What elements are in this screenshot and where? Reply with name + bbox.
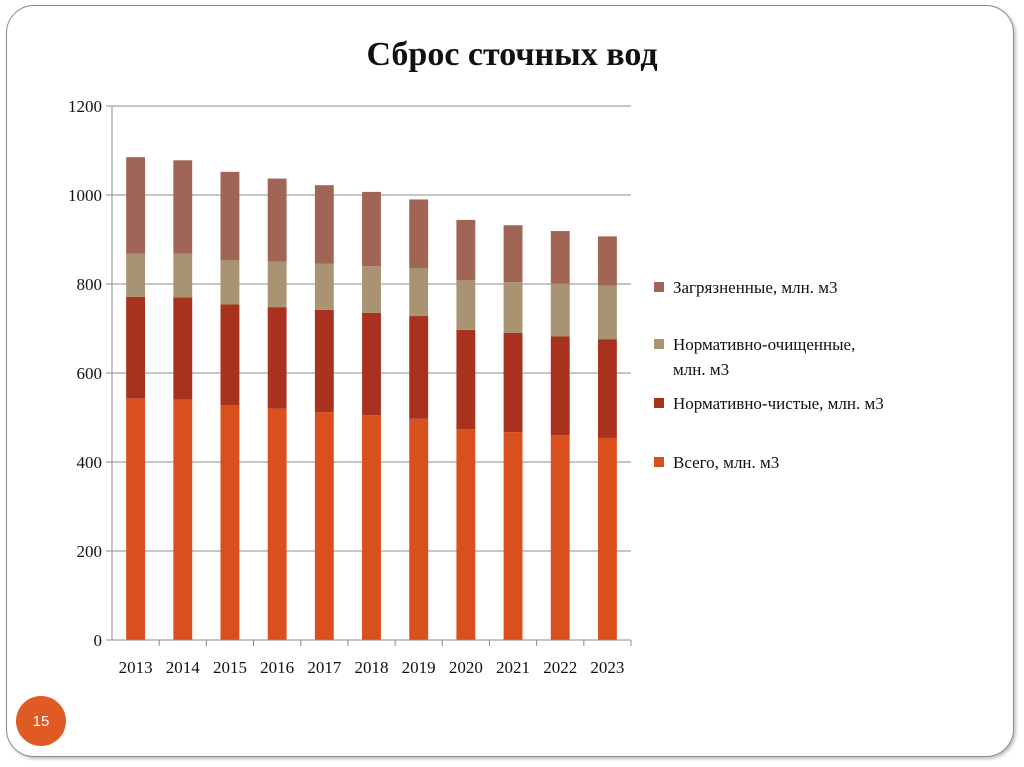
bar-segment-2020-series-2 xyxy=(456,279,476,330)
x-tick-label: 2016 xyxy=(260,658,294,677)
legend-swatch-series-0 xyxy=(654,457,664,467)
bar-segment-2021-series-0 xyxy=(503,432,523,640)
y-tick-label: 0 xyxy=(94,631,103,650)
bar-segment-2016-series-3 xyxy=(267,178,287,262)
x-tick-label: 2020 xyxy=(449,658,483,677)
bar-segment-2023-series-0 xyxy=(597,437,617,640)
legend-label-series-0: Всего, млн. м3 xyxy=(673,453,779,472)
bar-segment-2014-series-3 xyxy=(173,160,193,254)
bar-segment-2018-series-3 xyxy=(362,191,381,267)
bar-segment-2017-series-2 xyxy=(314,263,334,310)
x-tick-label: 2013 xyxy=(119,658,153,677)
legend-label-series-2: Нормативно-очищенные, млн. м3 xyxy=(673,335,855,379)
bar-segment-2019-series-1 xyxy=(409,316,429,419)
x-tick-label: 2014 xyxy=(166,658,201,677)
legend-label-series-1: Нормативно-чистые, млн. м3 xyxy=(673,394,884,413)
legend-swatch-series-1 xyxy=(654,398,664,408)
bar-segment-2017-series-0 xyxy=(314,412,334,640)
legend: Загрязненные, млн. м3 Нормативно-очищенны… xyxy=(654,278,884,472)
bar-segment-2017-series-3 xyxy=(314,185,334,264)
bar-segment-2020-series-3 xyxy=(456,219,476,280)
bar-segment-2013-series-3 xyxy=(126,157,146,254)
x-tick-label: 2019 xyxy=(402,658,436,677)
bar-segment-2013-series-2 xyxy=(126,253,146,297)
y-tick-label: 1200 xyxy=(68,97,102,116)
bar-segment-2017-series-1 xyxy=(314,309,334,413)
bar-segment-2019-series-3 xyxy=(409,199,429,268)
bars xyxy=(126,157,617,640)
x-tick-label: 2017 xyxy=(307,658,342,677)
bar-segment-2021-series-2 xyxy=(503,282,523,333)
legend-swatch-series-2 xyxy=(654,339,664,349)
bar-segment-2018-series-1 xyxy=(362,312,381,416)
bar-segment-2019-series-2 xyxy=(409,267,429,317)
y-tick-label: 200 xyxy=(77,542,103,561)
bar-segment-2013-series-1 xyxy=(126,296,146,399)
legend-swatch-series-3 xyxy=(654,282,664,292)
y-tick-label: 1000 xyxy=(68,186,102,205)
bar-segment-2023-series-3 xyxy=(597,236,617,286)
bar-segment-2020-series-1 xyxy=(456,329,476,430)
x-tick-label: 2023 xyxy=(590,658,624,677)
bar-segment-2022-series-2 xyxy=(550,283,570,337)
bar-segment-2014-series-2 xyxy=(173,253,193,298)
bar-segment-2023-series-1 xyxy=(597,339,617,438)
x-tick-label: 2021 xyxy=(496,658,530,677)
bar-segment-2020-series-0 xyxy=(456,429,476,640)
bar-segment-2022-series-0 xyxy=(550,435,570,640)
page-number-badge: 15 xyxy=(16,696,66,746)
legend-label-series-3: Загрязненные, млн. м3 xyxy=(673,278,837,297)
bar-segment-2014-series-0 xyxy=(173,399,193,640)
bar-segment-2016-series-1 xyxy=(267,307,287,409)
slide-title: Сброс сточных вод xyxy=(366,36,658,73)
bar-segment-2013-series-0 xyxy=(126,398,146,640)
bar-segment-2015-series-1 xyxy=(220,304,240,406)
bar-segment-2018-series-2 xyxy=(362,266,381,313)
x-tick-label: 2015 xyxy=(213,658,247,677)
bar-segment-2022-series-3 xyxy=(550,231,570,284)
bar-segment-2019-series-0 xyxy=(409,418,429,640)
x-tick-label: 2022 xyxy=(543,658,577,677)
bar-segment-2022-series-1 xyxy=(550,336,570,436)
y-tick-label: 800 xyxy=(77,275,103,294)
bar-segment-2021-series-1 xyxy=(503,332,523,433)
bar-segment-2014-series-1 xyxy=(173,297,193,400)
bar-segment-2015-series-2 xyxy=(220,259,240,305)
y-tick-label: 400 xyxy=(77,453,103,472)
x-tick-label: 2018 xyxy=(355,658,389,677)
bar-segment-2021-series-3 xyxy=(503,225,523,283)
bar-segment-2016-series-2 xyxy=(267,261,287,308)
bar-segment-2023-series-2 xyxy=(597,285,617,340)
bar-segment-2015-series-0 xyxy=(220,405,240,640)
axes: 0 200 400 600 800 1000 1200 2013 2014 2015 2016 201… xyxy=(68,97,632,677)
bar-segment-2015-series-3 xyxy=(220,171,240,260)
y-tick-label: 600 xyxy=(77,364,103,383)
bar-segment-2018-series-0 xyxy=(362,415,381,640)
bar-segment-2016-series-0 xyxy=(267,408,287,640)
